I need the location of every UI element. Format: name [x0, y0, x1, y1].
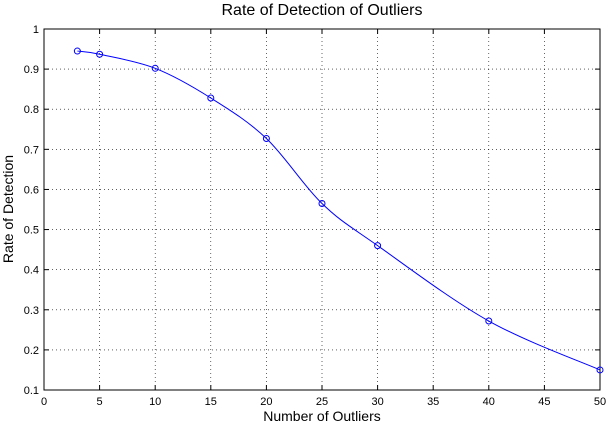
axis-ticks: [43, 28, 601, 391]
tick-labels: 0 5 10 15 20 25 30 35 40 45 50 0.1 0.2 0.3 0.4 0.5 0.6 0.…: [24, 24, 606, 408]
data-point-marker: [485, 317, 493, 325]
x-tick-label: 5: [97, 396, 103, 408]
x-axis-title: Number of Outliers: [263, 408, 380, 424]
x-tick-label: 10: [149, 396, 161, 408]
x-tick-label: 50: [594, 396, 606, 408]
data-point-marker: [207, 94, 215, 102]
y-tick-label: 1: [33, 24, 39, 36]
x-tick-label: 25: [316, 396, 328, 408]
data-point-marker: [73, 47, 81, 55]
data-point-marker: [596, 366, 604, 374]
x-tick-label: 35: [427, 396, 439, 408]
data-point-marker: [318, 199, 326, 207]
data-point-marker: [262, 135, 270, 143]
y-tick-label: 0.2: [24, 345, 39, 357]
x-tick-label: 15: [205, 396, 217, 408]
chart-title: Rate of Detection of Outliers: [222, 2, 423, 19]
x-tick-label: 30: [371, 396, 383, 408]
y-tick-label: 0.1: [24, 385, 39, 397]
y-tick-label: 0.7: [24, 144, 39, 156]
data-point-marker: [151, 64, 159, 72]
x-tick-label: 20: [260, 396, 272, 408]
y-tick-label: 0.4: [24, 265, 39, 277]
data-point-marker: [96, 50, 104, 58]
x-tick-label: 40: [483, 396, 495, 408]
data-point-marker: [374, 242, 382, 250]
y-tick-label: 0.9: [24, 64, 39, 76]
y-axis-title: Rate of Detection: [0, 155, 16, 263]
series-line: [77, 50, 601, 371]
y-tick-label: 0.8: [24, 104, 39, 116]
x-tick-label: 45: [538, 396, 550, 408]
grid-lines: [44, 29, 600, 390]
y-tick-label: 0.5: [24, 225, 39, 237]
data-series: [73, 47, 604, 374]
y-tick-label: 0.3: [24, 305, 39, 317]
y-tick-label: 0.6: [24, 184, 39, 196]
x-tick-label: 0: [41, 396, 47, 408]
